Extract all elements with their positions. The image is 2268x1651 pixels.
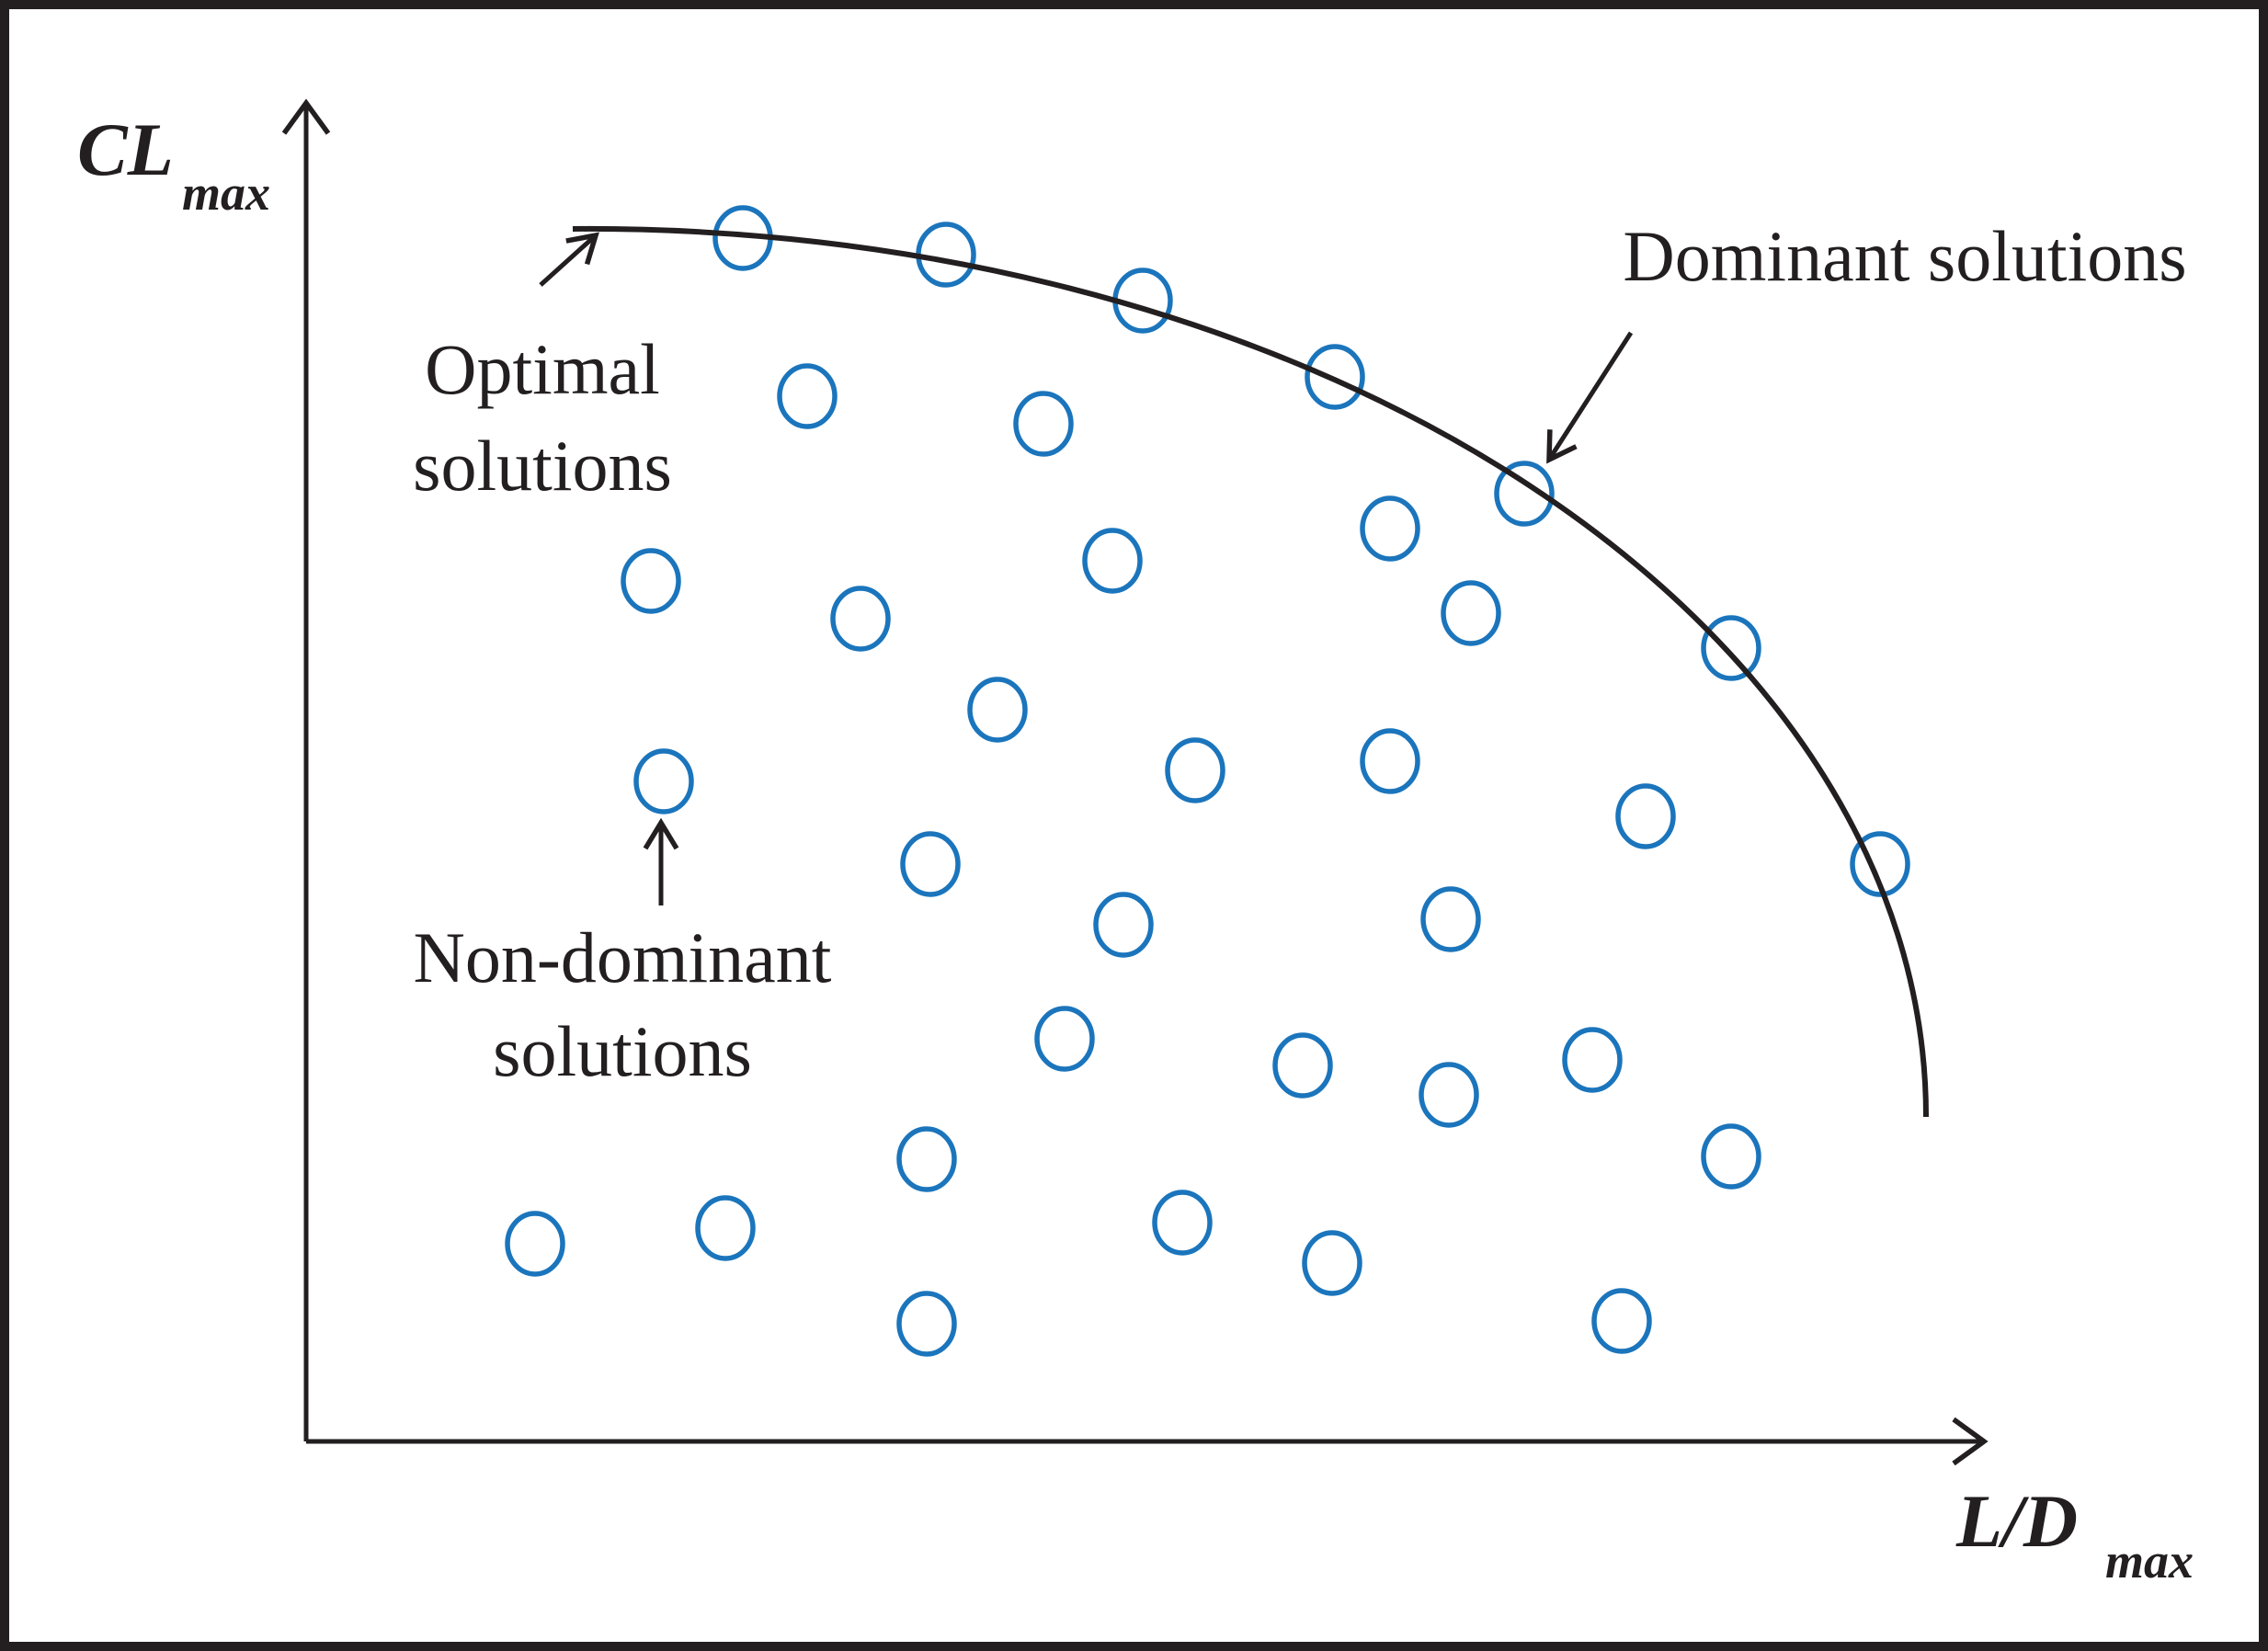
solution-point bbox=[967, 677, 1028, 743]
solution-point bbox=[1302, 1230, 1362, 1296]
solution-point bbox=[896, 1126, 957, 1192]
dominant-solutions-arrow bbox=[1546, 331, 1634, 464]
solution-point bbox=[1165, 737, 1225, 803]
solution-point bbox=[1420, 886, 1481, 952]
solution-point bbox=[1082, 528, 1143, 594]
solution-point bbox=[1701, 615, 1761, 681]
solution-point bbox=[621, 548, 681, 614]
solution-point bbox=[1441, 580, 1501, 646]
y-axis-label-subscript: max bbox=[182, 165, 270, 221]
solution-point bbox=[1419, 1062, 1479, 1128]
pareto-front-curve bbox=[572, 225, 1930, 1118]
optimal-solutions-label-line2: solutions bbox=[413, 426, 672, 506]
solution-point bbox=[1591, 1288, 1652, 1354]
solution-point bbox=[1615, 783, 1676, 849]
solution-point bbox=[1152, 1190, 1213, 1256]
solution-point bbox=[1305, 344, 1365, 410]
solution-point bbox=[1272, 1032, 1333, 1099]
non-dominant-solutions-label-line2: solutions bbox=[493, 1011, 752, 1091]
x-axis-label-subscript: max bbox=[2105, 1533, 2194, 1588]
axes bbox=[281, 98, 1989, 1466]
x-axis-label: L/D bbox=[1955, 1479, 2078, 1563]
solution-point bbox=[830, 586, 891, 652]
solution-point bbox=[1034, 1006, 1095, 1072]
solution-point bbox=[777, 363, 838, 429]
solution-points bbox=[505, 205, 1910, 1357]
solution-point bbox=[896, 1291, 957, 1357]
annotation-arrows bbox=[539, 232, 1634, 905]
solution-point bbox=[1013, 391, 1074, 457]
non-dominant-solutions-label-line1: Non-dominant bbox=[414, 917, 832, 997]
solution-point bbox=[505, 1211, 565, 1277]
solution-point bbox=[1850, 831, 1910, 897]
solution-point bbox=[1494, 461, 1555, 527]
solution-point bbox=[916, 222, 976, 288]
y-axis-label: CL bbox=[77, 108, 174, 191]
solution-point bbox=[1701, 1123, 1761, 1190]
solution-point bbox=[900, 831, 961, 897]
dominant-solutions-label: Dominant solutions bbox=[1623, 216, 2186, 296]
optimal-solutions-arrow bbox=[539, 232, 599, 287]
solution-point bbox=[1360, 728, 1420, 794]
solution-point bbox=[1360, 495, 1420, 562]
solution-point bbox=[1562, 1027, 1623, 1093]
solution-point bbox=[1093, 892, 1154, 958]
solution-point bbox=[695, 1195, 756, 1261]
optimal-solutions-label-line1: Optimal bbox=[425, 329, 660, 409]
solution-point bbox=[633, 748, 694, 814]
